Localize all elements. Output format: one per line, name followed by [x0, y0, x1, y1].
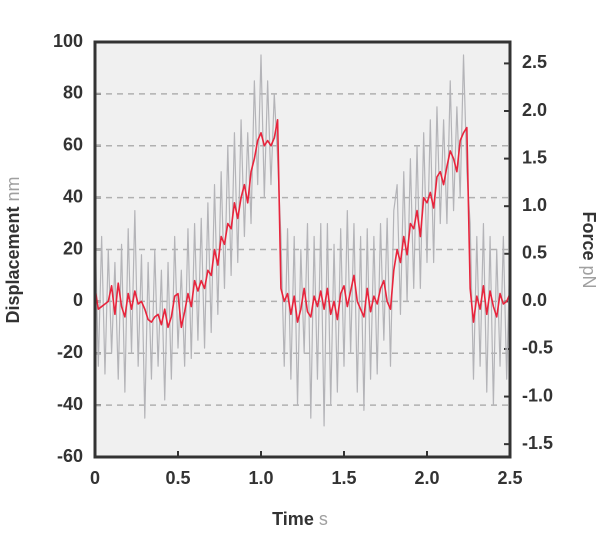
y-tick-label: 100: [53, 31, 83, 51]
x-tick-label: 1.5: [331, 468, 356, 488]
y-label-text: Displacement: [3, 206, 23, 323]
x-tick-label: 1.0: [248, 468, 273, 488]
y-tick-label: -20: [57, 342, 83, 362]
y-label-unit: nm: [3, 176, 23, 201]
y2-tick-label: 1.0: [522, 195, 547, 215]
y-tick-label: 40: [63, 186, 83, 206]
y2-tick-label: 2.0: [522, 100, 547, 120]
y2-label-text: Force: [579, 211, 599, 260]
y-axis-label: Displacement nm: [3, 176, 23, 323]
x-tick-label: 2.0: [414, 468, 439, 488]
y2-tick-label: -0.5: [522, 338, 553, 358]
y-tick-label: 0: [73, 290, 83, 310]
y2-tick-label: -1.5: [522, 433, 553, 453]
y-tick-label: -60: [57, 446, 83, 466]
y2-axis-label: Force pN: [579, 211, 599, 288]
y-tick-label: 20: [63, 238, 83, 258]
x-tick-label: 0.5: [165, 468, 190, 488]
y2-tick-label: 0.5: [522, 243, 547, 263]
plot-frame: [93, 40, 512, 459]
y2-tick-label: -1.0: [522, 385, 553, 405]
y-tick-label: 60: [63, 135, 83, 155]
x-label-unit: s: [319, 509, 328, 529]
y2-tick-label: 1.5: [522, 147, 547, 167]
trace: [94, 119, 511, 329]
y-tick-label: -40: [57, 394, 83, 414]
x-tick-label: 0: [90, 468, 100, 488]
y2-label-unit: pN: [579, 266, 599, 289]
y2-tick-label: 0.0: [522, 290, 547, 310]
x-axis-label: Time s: [272, 509, 328, 529]
x-label-text: Time: [272, 509, 314, 529]
x-tick-label: 2.5: [497, 468, 522, 488]
y2-tick-label: 2.5: [522, 52, 547, 72]
y-tick-label: 80: [63, 83, 83, 103]
